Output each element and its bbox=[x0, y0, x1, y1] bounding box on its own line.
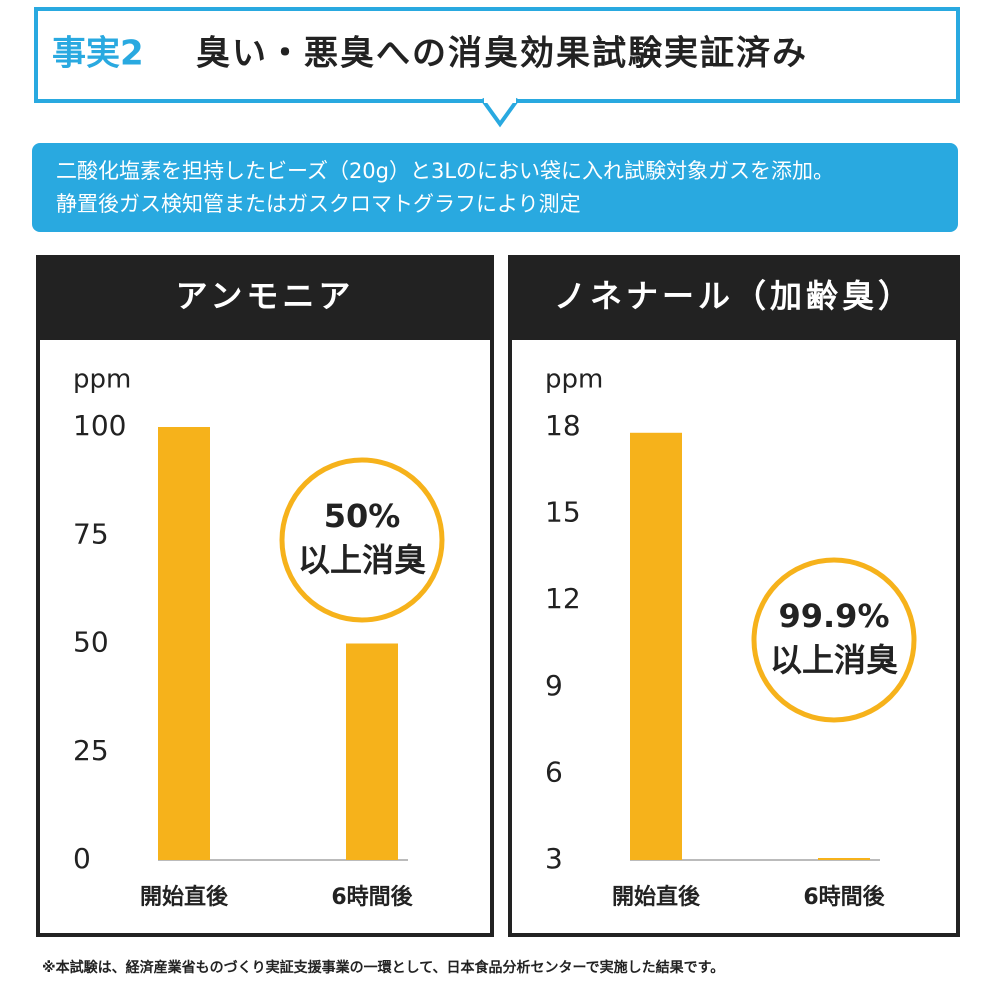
y-tick-label: 100 bbox=[73, 409, 126, 442]
annotation-circle bbox=[751, 557, 917, 723]
x-tick-label: 6時間後 bbox=[803, 884, 885, 910]
bar bbox=[158, 427, 210, 860]
bar bbox=[818, 858, 870, 860]
x-tick-label: 開始直後 bbox=[140, 884, 229, 910]
panel-title: ノネナール（加齢臭） bbox=[554, 277, 914, 315]
bar bbox=[630, 432, 682, 860]
annotation-text: 99.9% bbox=[778, 597, 889, 635]
footnote: ※本試験は、経済産業省ものづくり実証支援事業の一環として、日本食品分析センターで… bbox=[42, 959, 724, 976]
y-tick-label: 18 bbox=[545, 409, 581, 442]
annotation-text: 以上消臭 bbox=[770, 641, 898, 679]
y-tick-label: 3 bbox=[545, 842, 563, 875]
panel-title: アンモニア bbox=[176, 277, 355, 315]
y-axis-label: ppm bbox=[73, 365, 131, 395]
y-tick-label: 25 bbox=[73, 734, 109, 767]
annotation-circle bbox=[279, 457, 445, 623]
header-tail bbox=[480, 97, 520, 128]
panel bbox=[36, 255, 494, 937]
y-tick-label: 50 bbox=[73, 626, 109, 659]
header-label: 事実2 bbox=[52, 34, 144, 74]
annotation-text: 以上消臭 bbox=[298, 541, 426, 579]
panel-header bbox=[510, 255, 958, 340]
panel-header bbox=[38, 255, 492, 340]
x-tick-label: 6時間後 bbox=[331, 884, 413, 910]
description-line: 静置後ガス検知管またはガスクロマトグラフにより測定 bbox=[56, 192, 581, 216]
y-axis-label: ppm bbox=[545, 365, 603, 395]
x-tick-label: 開始直後 bbox=[612, 884, 701, 910]
bar bbox=[346, 643, 398, 860]
y-tick-label: 9 bbox=[545, 669, 563, 702]
y-tick-label: 75 bbox=[73, 517, 109, 550]
description-box bbox=[32, 143, 958, 232]
y-tick-label: 6 bbox=[545, 755, 563, 788]
tail-mask bbox=[484, 97, 516, 103]
description-line: 二酸化塩素を担持したビーズ（20g）と3Lのにおい袋に入れ試験対象ガスを添加。 bbox=[56, 159, 834, 183]
y-tick-label: 12 bbox=[545, 582, 581, 615]
y-tick-label: 15 bbox=[545, 496, 581, 529]
header-box bbox=[34, 7, 960, 103]
annotation-text: 50% bbox=[324, 497, 401, 535]
y-tick-label: 0 bbox=[73, 842, 91, 875]
header-title: 臭い・悪臭への消臭効果試験実証済み bbox=[196, 34, 808, 74]
